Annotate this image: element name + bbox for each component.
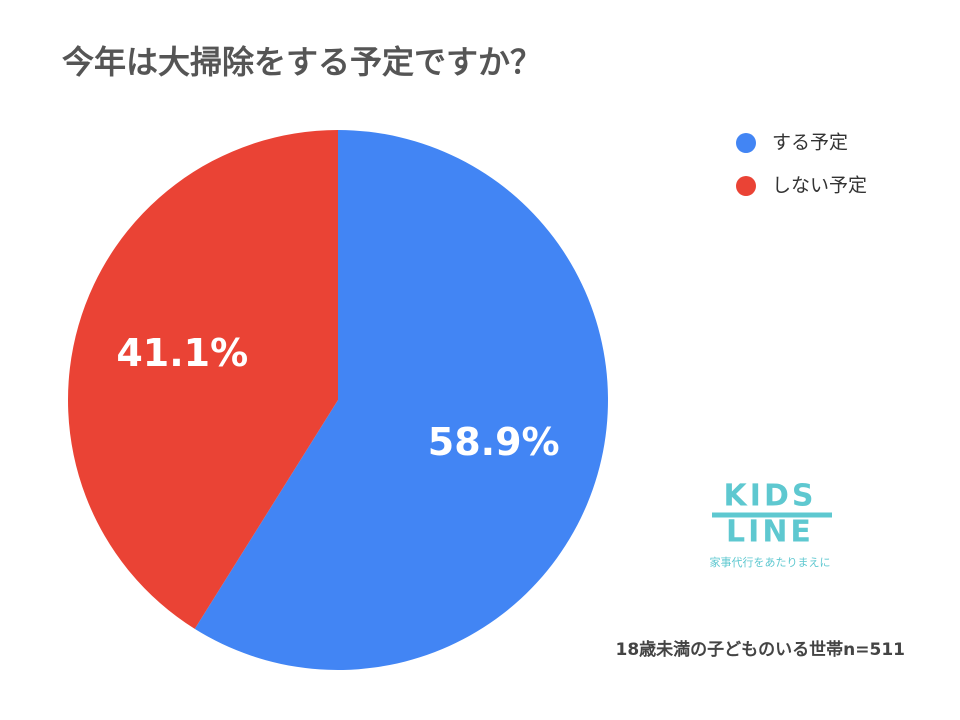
pie-slice: [194, 130, 608, 670]
data-label: 58.9%: [428, 420, 560, 464]
chart-title: 今年は大掃除をする予定ですか？: [62, 43, 542, 81]
logo-text: KIDS: [724, 479, 817, 514]
legend-label: しない予定: [772, 175, 867, 197]
logo: KIDS LINE 家事代行をあたりまえに: [710, 479, 832, 569]
logo-tagline: 家事代行をあたりまえに: [710, 555, 831, 569]
data-label: 41.1%: [116, 331, 248, 375]
legend-marker: [736, 133, 756, 153]
legend-label: する予定: [772, 132, 848, 154]
footnote: 18歳未満の子どものいる世帯n=511: [616, 639, 906, 660]
logo-text: LINE: [726, 515, 814, 550]
pie-slice: [67, 130, 338, 629]
legend-marker: [736, 176, 756, 196]
